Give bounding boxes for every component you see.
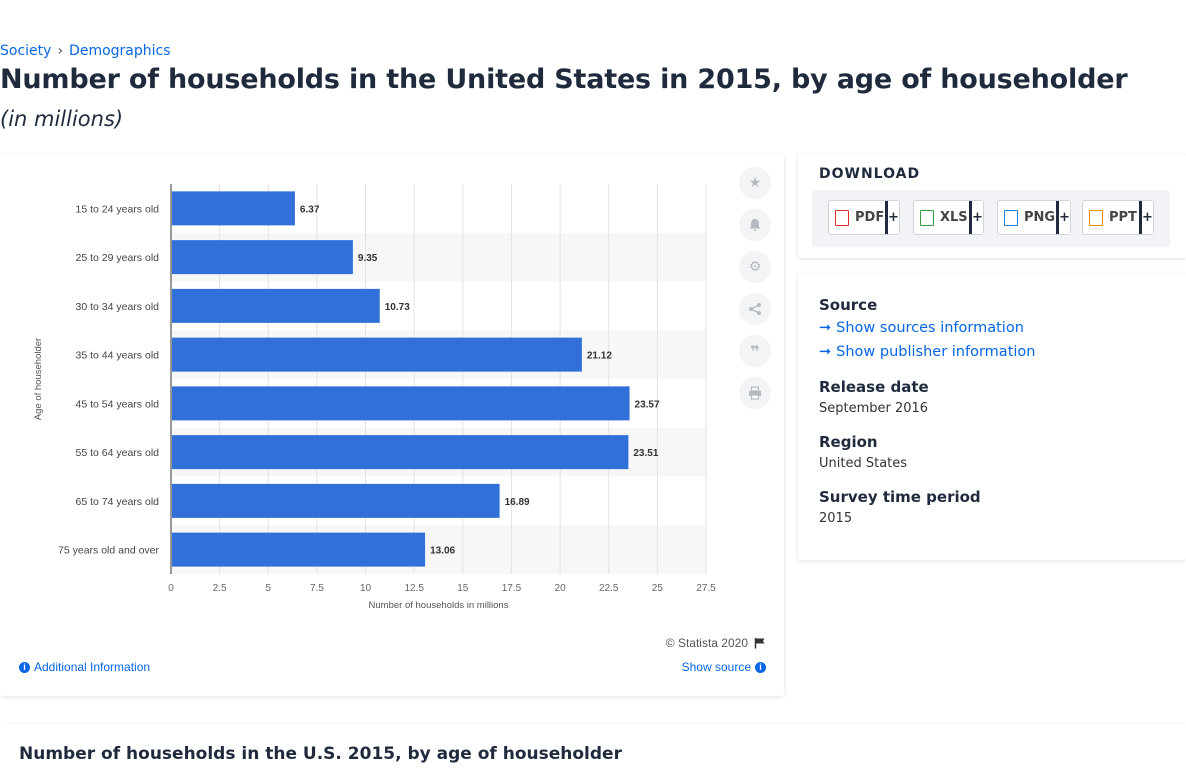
plus-icon: + — [969, 201, 983, 234]
category-label: 65 to 74 years old — [76, 496, 160, 508]
bar — [172, 240, 353, 275]
bar — [172, 386, 630, 421]
copyright-notice: © Statista 2020 — [666, 636, 766, 650]
x-tick-label: 0 — [168, 583, 174, 594]
download-ppt-label: PPT — [1109, 210, 1137, 225]
category-label: 45 to 54 years old — [76, 398, 160, 410]
x-tick-label: 22.5 — [599, 583, 619, 594]
png-file-icon — [1004, 209, 1018, 226]
description-card: Number of households in the U.S. 2015, b… — [0, 724, 1186, 784]
plus-icon: + — [1056, 201, 1070, 234]
bar — [172, 337, 582, 372]
pdf-file-icon — [835, 209, 849, 226]
ppt-file-icon — [1089, 209, 1103, 226]
breadcrumb: Society › Demographics — [0, 43, 171, 59]
x-tick-label: 27.5 — [696, 583, 716, 594]
release-date-heading: Release date — [819, 378, 929, 396]
bar — [172, 532, 426, 567]
bar — [172, 435, 629, 470]
additional-information-label: Additional Information — [34, 660, 151, 674]
region-heading: Region — [819, 433, 878, 451]
x-tick-label: 5 — [265, 583, 271, 594]
y-axis-title: Age of householder — [33, 338, 44, 420]
show-publisher-link[interactable]: ➞ Show publisher information — [819, 344, 1035, 360]
page-subtitle: (in millions) — [0, 107, 124, 131]
bar-value-label: 13.06 — [430, 546, 455, 557]
description-title: Number of households in the U.S. 2015, b… — [19, 744, 622, 764]
page-title: Number of households in the United State… — [0, 64, 1128, 95]
category-label: 15 to 24 years old — [76, 203, 160, 215]
x-tick-label: 12.5 — [404, 583, 424, 594]
additional-information-link[interactable]: i Additional Information — [19, 660, 150, 674]
bar-value-label: 23.57 — [635, 399, 660, 410]
copyright-text: © Statista 2020 — [665, 636, 748, 650]
bell-icon[interactable] — [739, 209, 771, 241]
download-xls-button[interactable]: XLS + — [913, 200, 984, 235]
flag-icon[interactable] — [754, 637, 766, 649]
survey-period-heading: Survey time period — [819, 488, 981, 506]
breadcrumb-demographics[interactable]: Demographics — [69, 43, 171, 59]
plus-icon: + — [1139, 201, 1153, 234]
download-png-button[interactable]: PNG + — [997, 200, 1071, 235]
x-tick-label: 17.5 — [502, 583, 522, 594]
bar-value-label: 23.51 — [633, 448, 658, 459]
breadcrumb-society[interactable]: Society — [0, 43, 52, 59]
download-title: DOWNLOAD — [819, 166, 921, 182]
survey-period-value: 2015 — [819, 511, 853, 526]
bar-value-label: 16.89 — [505, 497, 530, 508]
xls-file-icon — [920, 209, 934, 226]
download-ppt-button[interactable]: PPT + — [1082, 200, 1154, 235]
region-value: United States — [819, 456, 908, 471]
download-pdf-button[interactable]: PDF + — [828, 200, 900, 235]
bar-value-label: 21.12 — [587, 351, 612, 362]
bar-value-label: 9.35 — [358, 253, 378, 264]
x-tick-label: 20 — [555, 583, 567, 594]
plus-icon: + — [885, 201, 899, 234]
show-sources-link[interactable]: ➞ Show sources information — [819, 320, 1024, 336]
quote-icon[interactable]: ❞ — [739, 335, 771, 367]
source-heading: Source — [819, 296, 878, 314]
show-publisher-label: Show publisher information — [836, 344, 1036, 360]
show-source-link[interactable]: Show source i — [682, 660, 766, 674]
x-tick-label: 7.5 — [310, 583, 324, 594]
bar-chart: 0 2.5 5 7.5 10 12.5 15 17.5 20 22.5 25 27.5 6.37 15 t… — [33, 184, 716, 611]
share-icon[interactable] — [739, 293, 771, 325]
category-label: 35 to 44 years old — [76, 350, 160, 362]
x-tick-label: 15 — [457, 583, 469, 594]
breadcrumb-separator: › — [57, 43, 64, 59]
download-card: DOWNLOAD PDF + XLS + PNG + PPT + — [798, 154, 1186, 258]
category-label: 30 to 34 years old — [76, 301, 160, 313]
show-sources-label: Show sources information — [836, 320, 1024, 336]
download-xls-label: XLS — [940, 210, 968, 225]
category-label: 75 years old and over — [58, 545, 159, 557]
x-tick-label: 25 — [652, 583, 664, 594]
category-label: 55 to 64 years old — [76, 447, 160, 459]
bar — [172, 483, 500, 518]
bar-value-label: 6.37 — [300, 204, 320, 215]
arrow-right-icon: ➞ — [819, 344, 832, 360]
download-pdf-label: PDF — [855, 210, 885, 225]
bar — [172, 288, 380, 323]
x-tick-label: 2.5 — [213, 583, 227, 594]
info-icon: i — [755, 661, 766, 673]
star-icon[interactable]: ★ — [739, 167, 771, 199]
bar — [172, 191, 295, 226]
arrow-right-icon: ➞ — [819, 320, 832, 336]
print-icon[interactable] — [739, 377, 771, 409]
info-icon: i — [19, 661, 30, 673]
show-source-label: Show source — [681, 660, 751, 674]
category-label: 25 to 29 years old — [76, 252, 160, 264]
x-tick-label: 10 — [360, 583, 372, 594]
x-axis-title: Number of households in millions — [369, 600, 509, 611]
chart-toolbar: ★ ⚙ ❞ — [739, 167, 771, 409]
download-buttons: PDF + XLS + PNG + PPT + — [812, 190, 1170, 247]
download-png-label: PNG — [1024, 210, 1056, 225]
gear-icon[interactable]: ⚙ — [739, 251, 771, 283]
chart-card: 0 2.5 5 7.5 10 12.5 15 17.5 20 22.5 25 27.5 6.37 15 t… — [0, 154, 784, 696]
statistic-details-card: Source ➞ Show sources information ➞ Show… — [798, 273, 1186, 560]
bar-value-label: 10.73 — [385, 302, 410, 313]
release-date-value: September 2016 — [819, 401, 929, 416]
